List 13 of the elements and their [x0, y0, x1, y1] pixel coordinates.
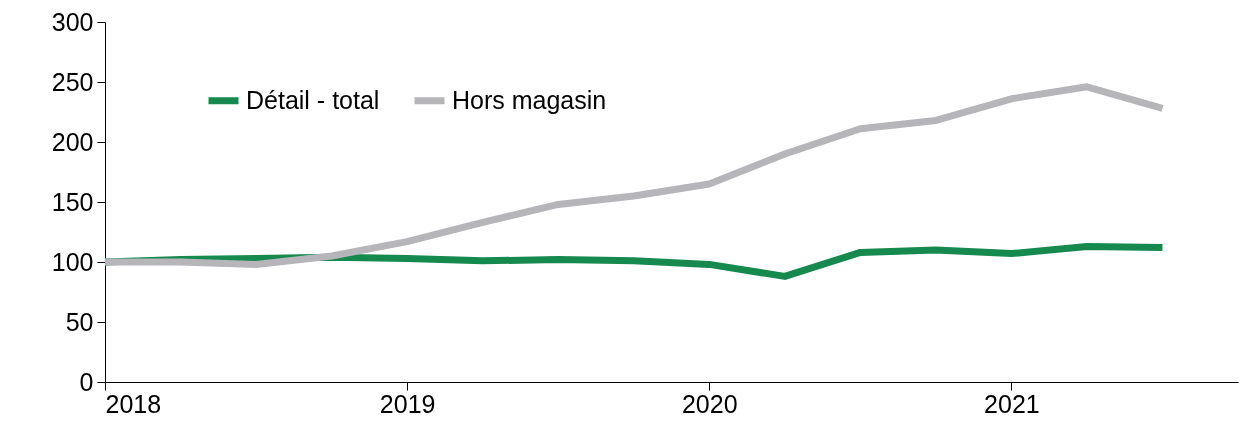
y-tick-label: 200 [51, 127, 94, 156]
legend-label: Hors magasin [452, 85, 607, 114]
x-tick-label: 2019 [379, 389, 436, 418]
y-tick-label: 300 [51, 7, 94, 36]
legend-label: Détail - total [246, 85, 380, 114]
x-tick-label: 2021 [984, 389, 1040, 418]
x-tick-label: 2018 [105, 389, 162, 418]
x-tick-label: 2020 [681, 389, 738, 418]
y-tick-label: 150 [51, 187, 94, 216]
y-tick-label: 50 [65, 307, 94, 336]
y-tick-label: 100 [51, 247, 94, 276]
y-tick-label: 250 [51, 67, 94, 96]
y-tick-label: 0 [79, 367, 94, 396]
